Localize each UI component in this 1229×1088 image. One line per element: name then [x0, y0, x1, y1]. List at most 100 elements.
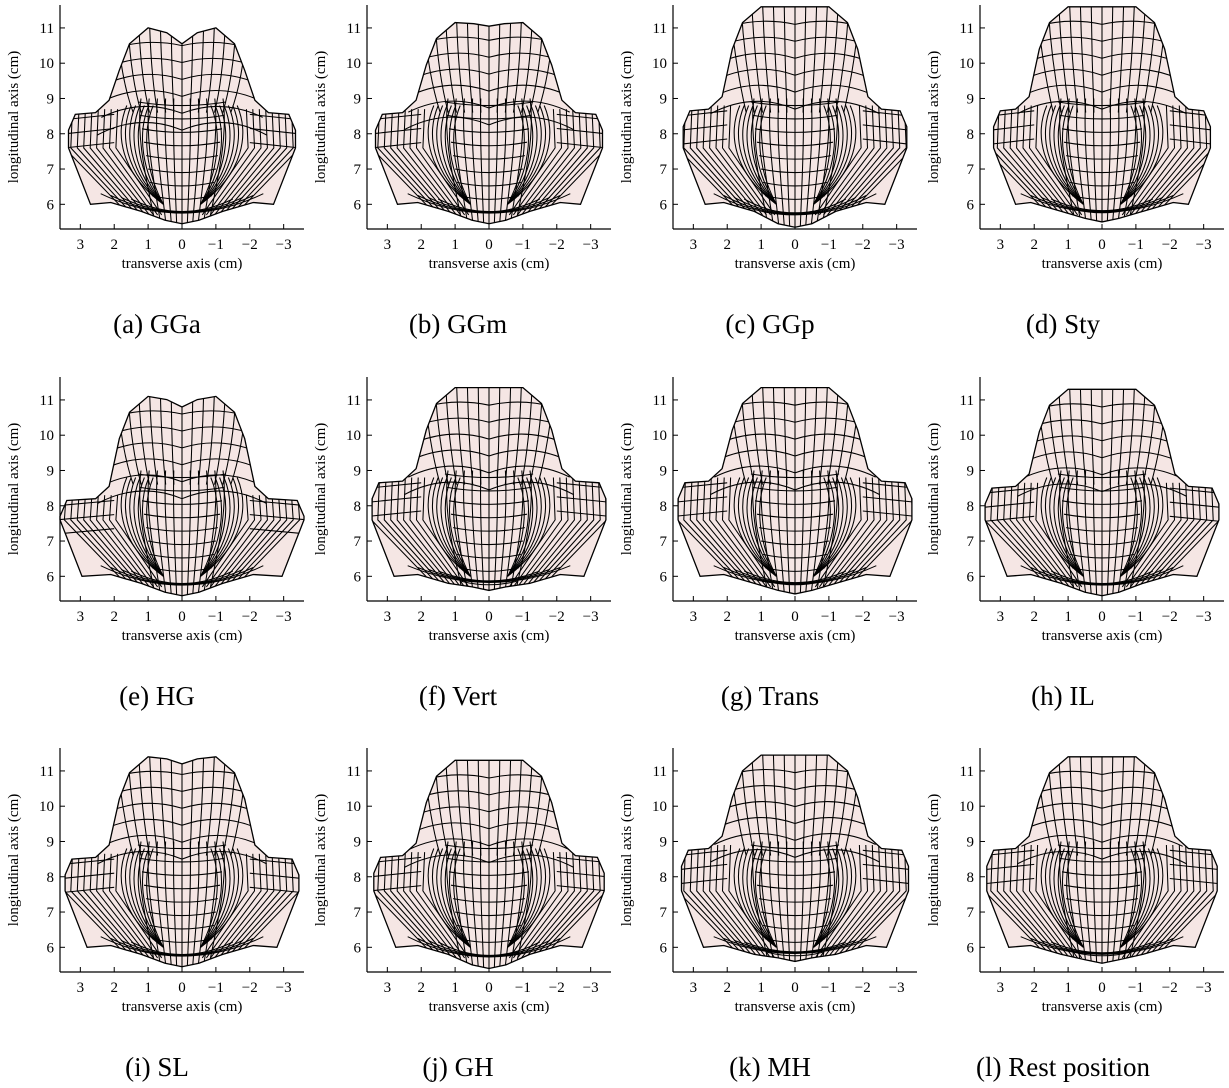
y-tick-label: 6	[967, 569, 975, 585]
x-tick-label: 1	[144, 980, 152, 996]
x-tick-label: 1	[451, 609, 459, 625]
tongue-mesh	[992, 6, 1212, 223]
x-tick-label: 3	[997, 980, 1005, 996]
y-tick-label: 9	[354, 91, 362, 107]
y-tick-label: 8	[354, 870, 362, 886]
tongue-mesh	[986, 756, 1218, 964]
y-tick-label: 8	[660, 127, 668, 143]
tongue-outline	[992, 6, 1212, 223]
x-tick-label: 0	[791, 609, 799, 625]
x-tick-label: 2	[1030, 980, 1038, 996]
x-tick-label: 2	[1030, 609, 1038, 625]
x-tick-label: −1	[515, 237, 531, 253]
y-axis-label: longitudinal axis (cm)	[926, 794, 942, 926]
x-tick-label: 3	[384, 237, 392, 253]
panel-caption: (d) Sty	[1026, 309, 1101, 339]
x-tick-label: −1	[208, 609, 224, 625]
tongue-mesh	[682, 6, 908, 228]
mesh-grid	[985, 389, 1219, 596]
tongue-outline	[680, 754, 910, 963]
tongue-mesh	[64, 756, 300, 968]
x-tick-label: −2	[242, 980, 258, 996]
y-tick-label: 8	[47, 870, 55, 886]
x-tick-label: −3	[276, 609, 292, 625]
y-tick-label: 7	[967, 162, 975, 178]
x-tick-label: −2	[549, 609, 565, 625]
panel-caption: (i) SL	[125, 1052, 189, 1082]
y-tick-label: 11	[960, 393, 974, 409]
y-tick-label: 10	[652, 799, 667, 815]
y-tick-label: 9	[660, 834, 668, 850]
y-axis-label: longitudinal axis (cm)	[6, 794, 22, 926]
y-tick-label: 9	[354, 463, 362, 479]
y-tick-label: 10	[346, 799, 361, 815]
y-tick-label: 10	[959, 799, 974, 815]
y-tick-label: 10	[959, 428, 974, 444]
x-tick-label: 3	[997, 609, 1005, 625]
x-axis-label: transverse axis (cm)	[1042, 628, 1163, 644]
tongue-mesh	[680, 754, 910, 963]
x-axis-label: transverse axis (cm)	[735, 628, 856, 644]
y-tick-label: 6	[354, 940, 362, 956]
y-tick-label: 8	[660, 870, 668, 886]
x-tick-label: 2	[110, 609, 118, 625]
y-tick-label: 8	[354, 499, 362, 515]
y-tick-label: 11	[653, 393, 667, 409]
x-axis-label: transverse axis (cm)	[429, 999, 550, 1015]
x-tick-label: −3	[1196, 237, 1212, 253]
y-tick-label: 11	[40, 393, 54, 409]
x-tick-label: −1	[821, 980, 837, 996]
tongue-mesh	[373, 759, 605, 970]
y-axis-label: longitudinal axis (cm)	[6, 423, 22, 555]
y-tick-label: 9	[354, 834, 362, 850]
x-tick-label: 1	[1064, 980, 1072, 996]
panel-caption: (k) MH	[729, 1052, 811, 1082]
x-tick-label: −1	[1128, 980, 1144, 996]
panel-caption: (c) GGp	[725, 309, 814, 339]
x-tick-label: −1	[821, 609, 837, 625]
panel-caption: (b) GGm	[409, 309, 507, 339]
x-tick-label: 1	[144, 237, 152, 253]
y-tick-label: 8	[47, 499, 55, 515]
y-axis-label: longitudinal axis (cm)	[313, 51, 329, 183]
tongue-mesh	[677, 386, 913, 595]
x-tick-label: 1	[757, 980, 765, 996]
y-tick-label: 6	[967, 940, 975, 956]
y-tick-label: 11	[40, 764, 54, 780]
y-axis-label: longitudinal axis (cm)	[619, 423, 635, 555]
y-tick-label: 11	[653, 21, 667, 37]
y-tick-label: 6	[660, 569, 668, 585]
panel-caption: (h) IL	[1031, 681, 1095, 711]
mesh-grid	[993, 6, 1211, 222]
x-tick-label: 2	[110, 237, 118, 253]
x-tick-label: 0	[791, 237, 799, 253]
x-tick-label: −1	[208, 980, 224, 996]
y-tick-label: 10	[652, 56, 667, 72]
y-tick-label: 6	[47, 569, 55, 585]
y-tick-label: 11	[960, 21, 974, 37]
x-tick-label: −3	[889, 609, 905, 625]
tongue-mesh	[984, 388, 1220, 597]
x-tick-label: 1	[1064, 609, 1072, 625]
x-tick-label: −1	[515, 980, 531, 996]
x-axis-label: transverse axis (cm)	[1042, 999, 1163, 1015]
panel-caption: (l) Rest position	[976, 1052, 1150, 1082]
x-tick-label: −2	[855, 980, 871, 996]
tongue-outline	[986, 756, 1218, 964]
x-tick-label: −3	[276, 237, 292, 253]
x-tick-label: −1	[208, 237, 224, 253]
y-tick-label: 11	[960, 764, 974, 780]
mesh-grid	[986, 756, 1218, 964]
y-tick-label: 11	[40, 21, 54, 37]
mesh-grid	[683, 6, 907, 228]
y-tick-label: 7	[660, 905, 668, 921]
y-tick-label: 10	[346, 428, 361, 444]
x-tick-label: 0	[178, 609, 186, 625]
mesh-grid	[372, 387, 606, 591]
